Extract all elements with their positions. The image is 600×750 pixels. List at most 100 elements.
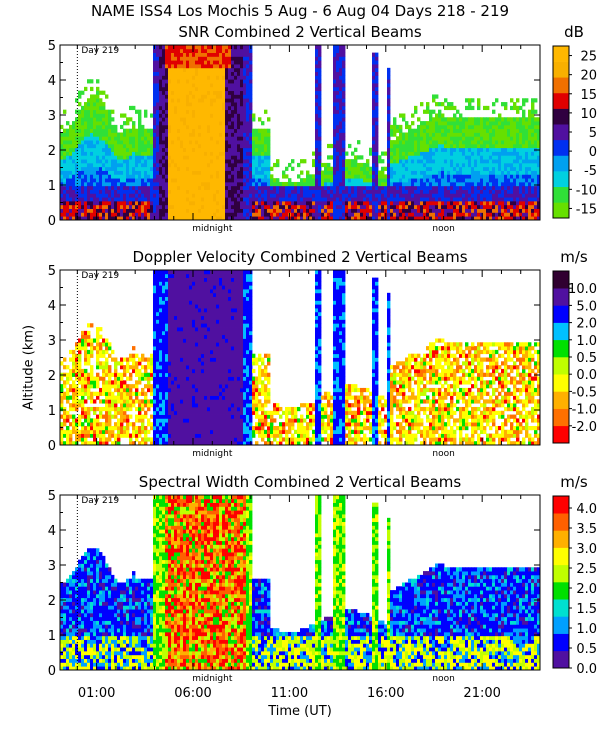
noon-annotation: noon (432, 224, 454, 234)
colorbar-swatch (553, 202, 569, 219)
colorbar-swatch (553, 496, 569, 514)
colorbar-swatch (553, 61, 569, 78)
colorbar-label: -15 (576, 202, 597, 217)
panel-2: 0 1 2 3 4 5 Day 219 midnight noon 10.0 5.0 2.0 1.0 0.… (48, 264, 597, 459)
panel-3: 0 1 2 3 4 5 01:00 06:00 11:00 16:00 21:00 Day 219 mi… (48, 489, 597, 701)
colorbar-swatch (553, 582, 569, 600)
colorbar-swatch (553, 530, 569, 548)
colorbar-label: 1.0 (576, 334, 597, 349)
y-tick-label: 1 (48, 629, 56, 644)
x-axis-label: Time (UT) (268, 704, 332, 719)
colorbar-swatch (553, 339, 569, 358)
y-tick-label: 2 (48, 369, 56, 384)
colorbar-swatch (553, 305, 569, 323)
colorbar-label: 10.0 (568, 282, 597, 297)
colorbar-label: 2.0 (576, 582, 597, 597)
colorbar-swatch (553, 92, 569, 109)
colorbar-swatch (553, 124, 569, 141)
x-tick-label: 06:00 (174, 686, 211, 701)
colorbar-label: 10 (580, 107, 597, 122)
colorbar-label: 20 (580, 69, 597, 84)
y-tick-label: 5 (48, 489, 56, 504)
midnight-annotation: midnight (192, 224, 233, 234)
x-tick-label: 11:00 (271, 686, 308, 701)
colorbar-swatch (553, 108, 569, 125)
heatmap-cells (60, 495, 541, 671)
colorbar-label: 3.5 (576, 522, 597, 537)
x-tick-label: 01:00 (78, 686, 115, 701)
colorbar-label: 15 (580, 88, 597, 103)
colorbar-label: 2.0 (576, 317, 597, 332)
colorbar-swatch (553, 357, 569, 375)
colorbar-swatch (553, 374, 569, 392)
colorbar-swatch (553, 77, 569, 94)
colorbar-label: 0.0 (576, 662, 597, 677)
colorbar: 25 20 15 10 5 0 -5 -10 -15 (552, 45, 597, 219)
panel-2-title: Doppler Velocity Combined 2 Vertical Bea… (132, 248, 468, 266)
colorbar-label: -10 (576, 183, 597, 198)
colorbar-swatch (553, 547, 569, 566)
colorbar-label: -1.0 (572, 403, 597, 418)
midnight-annotation: midnight (192, 674, 233, 684)
colorbar-label: 3.0 (576, 542, 597, 557)
colorbar-label: -0.5 (572, 385, 597, 400)
y-tick-label: 0 (48, 214, 56, 229)
colorbar-label: 1.0 (576, 622, 597, 637)
colorbar-label: 25 (580, 50, 597, 65)
colorbar-swatch (553, 599, 569, 617)
colorbar-swatch (553, 564, 569, 583)
colorbar-frame (552, 495, 570, 669)
heatmap-cells (60, 270, 541, 446)
colorbar-swatch (553, 391, 569, 409)
colorbar-label: 0.5 (576, 642, 597, 657)
y-tick-label: 5 (48, 39, 56, 54)
y-tick-label: 4 (48, 74, 56, 89)
colorbar-label: 0.5 (576, 351, 597, 366)
panel-1-title: SNR Combined 2 Vertical Beams (178, 23, 422, 41)
colorbar-swatch (553, 186, 569, 203)
y-tick-label: 0 (48, 664, 56, 679)
day-annotation: Day 219 (81, 496, 119, 506)
colorbar-swatch (553, 322, 569, 341)
colorbar-swatch (553, 139, 569, 156)
heatmap-cells (60, 45, 541, 221)
y-tick-label: 5 (48, 264, 56, 279)
y-tick-label: 3 (48, 559, 56, 574)
panel-1: 0 1 2 3 4 5 Day 219 midnight noon 25 20 15 10 5 0 -5 -10… (48, 39, 597, 234)
colorbar-swatch (553, 616, 569, 634)
colorbar-swatch (553, 513, 569, 531)
colorbar-swatch (553, 408, 569, 427)
colorbar: 4.0 3.5 3.0 2.5 2.0 1.5 1.0 0.5 0.0 (552, 495, 597, 677)
colorbar-label: -2.0 (572, 420, 597, 435)
x-tick-label: 21:00 (463, 686, 500, 701)
noon-annotation: noon (432, 449, 454, 459)
colorbar-swatch (553, 46, 569, 62)
colorbar-label: 0.0 (576, 368, 597, 383)
panel-3-title: Spectral Width Combined 2 Vertical Beams (138, 473, 462, 491)
y-tick-label: 1 (48, 404, 56, 419)
y-tick-label: 2 (48, 594, 56, 609)
colorbar-swatch (553, 633, 569, 652)
y-tick-label: 0 (48, 439, 56, 454)
y-tick-label: 3 (48, 109, 56, 124)
panel-3-unit: m/s (560, 473, 588, 491)
y-tick-label: 2 (48, 144, 56, 159)
day-annotation: Day 219 (81, 271, 119, 281)
panel-1-unit: dB (564, 23, 584, 41)
colorbar-swatch (553, 288, 569, 306)
y-tick-label: 4 (48, 299, 56, 314)
noon-annotation: noon (432, 674, 454, 684)
colorbar-label: 1.5 (576, 602, 597, 617)
colorbar-swatch (553, 271, 569, 289)
colorbar-label: 5.0 (576, 299, 597, 314)
colorbar-label: -5 (584, 164, 597, 179)
colorbar-label: 0 (589, 145, 597, 160)
page-title: NAME ISS4 Los Mochis 5 Aug - 6 Aug 04 Da… (90, 2, 510, 20)
colorbar-swatch (553, 650, 569, 669)
y-tick-label: 3 (48, 334, 56, 349)
y-tick-label: 4 (48, 524, 56, 539)
colorbar: 10.0 5.0 2.0 1.0 0.5 0.0 -0.5 -1.0 -2.0 (552, 270, 597, 444)
day-annotation: Day 219 (81, 46, 119, 56)
colorbar-swatch (553, 171, 569, 188)
